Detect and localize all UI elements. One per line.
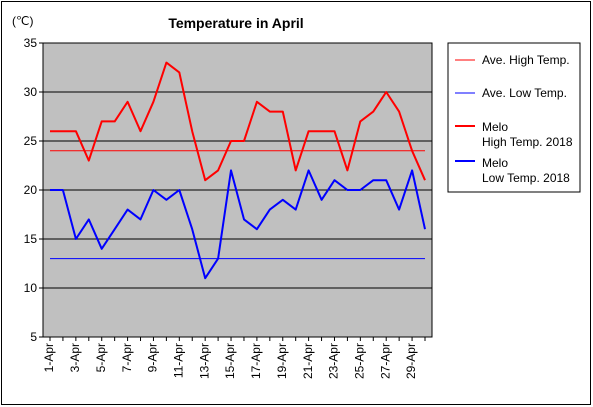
x-tick-label: 17-Apr <box>249 343 263 379</box>
x-tick-label: 11-Apr <box>171 343 185 378</box>
x-tick-label: 3-Apr <box>68 343 82 372</box>
x-tick-label: 1-Apr <box>42 343 56 372</box>
y-axis-ticks: 5 10 15 20 25 30 35 <box>24 36 43 344</box>
legend-label: Ave. Low Temp. <box>482 86 567 100</box>
x-tick-label: 13-Apr <box>197 343 211 379</box>
x-tick-label: 15-Apr <box>223 343 237 379</box>
legend-box <box>447 42 581 193</box>
legend-label: Melo <box>482 156 508 170</box>
x-tick-label: 29-Apr <box>404 343 418 379</box>
x-tick-label: 25-Apr <box>353 343 367 379</box>
legend-label: Low Temp. 2018 <box>482 171 570 185</box>
series-line-3 <box>50 169 426 280</box>
x-tick-label: 9-Apr <box>146 343 160 372</box>
legend-label: Ave. High Temp. <box>482 53 570 67</box>
y-tick-label: 30 <box>24 85 38 99</box>
legend-label: High Temp. 2018 <box>482 135 573 149</box>
y-tick-label: 10 <box>24 281 38 295</box>
x-tick-label: 23-Apr <box>327 343 341 379</box>
x-tick-label: 7-Apr <box>120 343 134 372</box>
y-tick-label: 20 <box>24 183 38 197</box>
y-tick-label: 15 <box>24 232 38 246</box>
x-axis-ticks: 1-Apr 3-Apr 5-Apr 7-Apr 9-Apr 11-Apr 13-Apr 15-… <box>42 337 426 379</box>
x-tick-label: 5-Apr <box>94 343 108 372</box>
x-tick-label: 19-Apr <box>275 343 289 379</box>
y-tick-label: 35 <box>24 36 38 50</box>
series-line-2 <box>50 61 426 182</box>
x-tick-label: 21-Apr <box>301 343 315 379</box>
chart-title: Temperature in April <box>168 15 303 31</box>
series-lines <box>50 61 426 280</box>
y-tick-label: 25 <box>24 134 38 148</box>
x-tick-label: 27-Apr <box>378 343 392 379</box>
y-tick-label: 5 <box>30 330 37 344</box>
legend-label: Melo <box>482 120 508 134</box>
unit-label: (℃) <box>12 14 33 28</box>
